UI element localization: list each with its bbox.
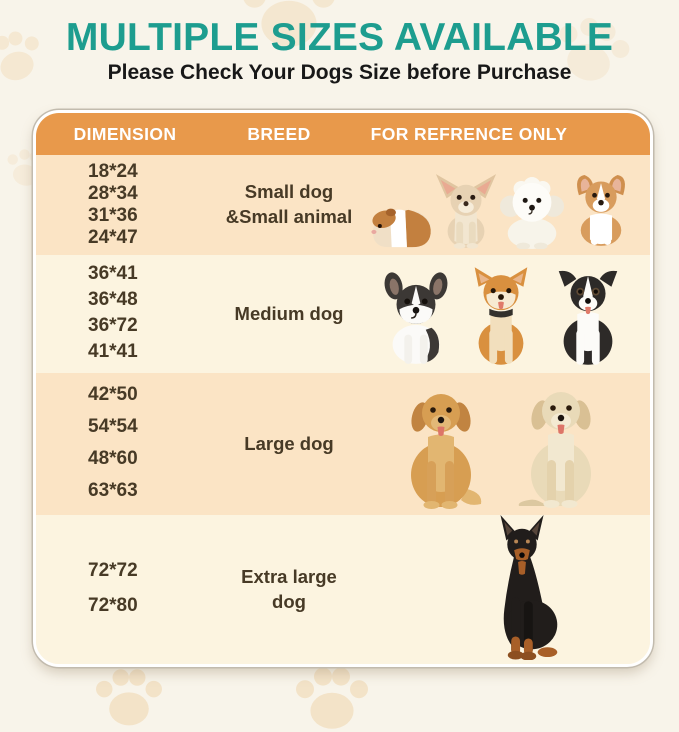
table-row-extra-large-dog: 72*72 72*80 Extra large dog [36, 515, 650, 664]
dimension-list: 36*41 36*48 36*72 41*41 [36, 255, 214, 373]
paw-print-decoration [96, 669, 162, 726]
dimension-value: 28*34 [88, 183, 138, 204]
breed-line: Extra large [241, 565, 337, 587]
guinea-pig-image [371, 208, 431, 248]
dimension-value: 72*72 [88, 560, 138, 581]
breed-label: Extra large dog [214, 515, 364, 664]
labrador-image [518, 392, 591, 508]
reference-images [364, 515, 650, 664]
reference-images [364, 155, 650, 255]
corgi-image [577, 175, 625, 246]
table-row-medium-dog: 36*41 36*48 36*72 41*41 Medium dog [36, 255, 650, 373]
french-bulldog-image [384, 272, 447, 364]
dimension-list: 42*50 54*54 48*60 63*63 [36, 373, 214, 515]
reference-images [364, 255, 650, 373]
table-row-large-dog: 42*50 54*54 48*60 63*63 Large dog [36, 373, 650, 515]
golden-retriever-image [411, 394, 482, 509]
bichon-frise-image [499, 177, 565, 249]
dimension-value: 36*48 [88, 289, 138, 310]
page-title: MULTIPLE SIZES AVAILABLE [65, 16, 614, 59]
dimension-value: 48*60 [88, 448, 138, 469]
dimension-value: 31*36 [88, 205, 138, 226]
size-chart-card: DIMENSION BREED FOR REFRENCE ONLY 18*24 … [33, 110, 653, 667]
dimension-value: 24*47 [88, 227, 138, 248]
reference-images [364, 373, 650, 515]
paw-print-decoration [296, 667, 368, 729]
dimension-value: 18*24 [88, 161, 138, 182]
dimension-list: 18*24 28*34 31*36 24*47 [36, 155, 214, 255]
dimension-value: 36*41 [88, 263, 138, 284]
breed-label: Small dog &Small animal [214, 155, 364, 255]
shiba-inu-image [474, 267, 528, 365]
breed-line: &Small animal [225, 206, 353, 227]
paw-print-decoration [559, 17, 630, 81]
dimension-value: 54*54 [88, 416, 138, 437]
header-dimension: DIMENSION [73, 123, 177, 144]
breed-line: Small dog [244, 181, 334, 203]
header-reference: FOR REFRENCE ONLY [370, 123, 568, 144]
chihuahua-image [435, 174, 497, 249]
breed-label: Medium dog [214, 255, 364, 373]
dimension-value: 72*80 [88, 595, 138, 616]
table-row-small-dog: 18*24 28*34 31*36 24*47 Small dog &Small… [36, 155, 650, 255]
dimension-value: 36*72 [88, 315, 138, 336]
table-header-row: DIMENSION BREED FOR REFRENCE ONLY [36, 113, 650, 155]
breed-label: Large dog [214, 373, 364, 515]
dimension-list: 72*72 72*80 [36, 515, 214, 664]
paw-print-decoration [243, 0, 335, 47]
breed-line: Large dog [244, 432, 334, 454]
border-collie-image [558, 270, 617, 365]
header-breed: BREED [247, 123, 311, 144]
doberman-image [500, 515, 558, 660]
breed-line: Medium dog [234, 302, 344, 324]
page-subtitle: Please Check Your Dogs Size before Purch… [107, 61, 572, 84]
dimension-value: 42*50 [88, 384, 138, 405]
breed-line: dog [272, 590, 306, 612]
dimension-value: 63*63 [88, 480, 138, 501]
paw-print-decoration [0, 31, 39, 81]
dimension-value: 41*41 [88, 341, 138, 362]
